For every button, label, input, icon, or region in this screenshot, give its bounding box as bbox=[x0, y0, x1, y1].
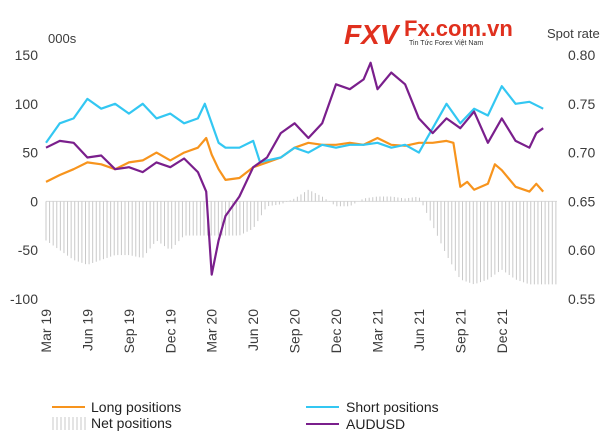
series-layer bbox=[45, 61, 557, 285]
series-short-positions-line bbox=[45, 85, 544, 164]
left-axis-unit: 000s bbox=[48, 31, 77, 46]
x-tick-label-mar-20: Mar 20 bbox=[204, 309, 220, 353]
logo-site: Fx.com.vn bbox=[404, 16, 513, 41]
legend-item-audusd: AUDUSD bbox=[306, 416, 405, 432]
legend-item-long: Long positions bbox=[52, 399, 181, 415]
left-tick-label: -50 bbox=[18, 242, 38, 258]
x-axis-ticks: Mar 19 Jun 19 Sep 19 Dec 19 Mar 20 Jun 20 Sep … bbox=[38, 309, 510, 354]
series-long-positions-line bbox=[45, 136, 545, 193]
x-tick-label-sep-19: Sep 19 bbox=[121, 309, 137, 354]
x-tick-label-mar-21: Mar 21 bbox=[369, 309, 385, 353]
legend-item-short: Short positions bbox=[306, 399, 439, 415]
legend-label-short: Short positions bbox=[346, 399, 439, 415]
legend-item-net: Net positions bbox=[52, 415, 172, 431]
legend-label-net: Net positions bbox=[91, 415, 172, 431]
right-axis-unit: Spot rate bbox=[547, 26, 600, 41]
left-tick-label: 50 bbox=[22, 145, 38, 161]
x-tick-label-sep-20: Sep 20 bbox=[287, 309, 303, 354]
left-axis-ticks: 150 100 50 0 -50 -100 bbox=[10, 47, 38, 307]
logo: FXV Fx.com.vn Tin Tức Forex Việt Nam bbox=[344, 16, 513, 50]
right-tick-label: 0.75 bbox=[568, 96, 595, 112]
x-tick-label-dec-19: Dec 19 bbox=[162, 309, 178, 354]
legend: Long positions Short positions Net posit… bbox=[52, 399, 439, 432]
x-tick-label-jun-19: Jun 19 bbox=[79, 309, 95, 351]
x-tick-label-dec-21: Dec 21 bbox=[494, 309, 510, 354]
left-tick-label: 100 bbox=[15, 96, 39, 112]
series-net-positions bbox=[45, 189, 557, 285]
legend-swatch-net bbox=[52, 417, 86, 430]
right-tick-label: 0.55 bbox=[568, 291, 595, 307]
left-tick-label: -100 bbox=[10, 291, 38, 307]
left-tick-label: 150 bbox=[15, 47, 39, 63]
x-tick-label-jun-21: Jun 21 bbox=[411, 309, 427, 351]
logo-mark: FXV bbox=[344, 19, 401, 50]
x-tick-label-mar-19: Mar 19 bbox=[38, 309, 54, 353]
logo-tagline: Tin Tức Forex Việt Nam bbox=[409, 40, 483, 47]
x-tick-label-sep-21: Sep 21 bbox=[452, 309, 468, 354]
series-audusd-line bbox=[45, 61, 544, 276]
x-tick-label-jun-20: Jun 20 bbox=[245, 309, 261, 351]
legend-label-long: Long positions bbox=[91, 399, 181, 415]
left-tick-label: 0 bbox=[30, 193, 38, 209]
right-tick-label: 0.65 bbox=[568, 193, 595, 209]
right-tick-label: 0.60 bbox=[568, 242, 595, 258]
right-tick-label: 0.70 bbox=[568, 145, 595, 161]
right-tick-label: 0.80 bbox=[568, 47, 595, 63]
legend-label-audusd: AUDUSD bbox=[346, 416, 405, 432]
right-axis-ticks: 0.80 0.75 0.70 0.65 0.60 0.55 bbox=[568, 47, 595, 307]
x-tick-label-dec-20: Dec 20 bbox=[328, 309, 344, 354]
